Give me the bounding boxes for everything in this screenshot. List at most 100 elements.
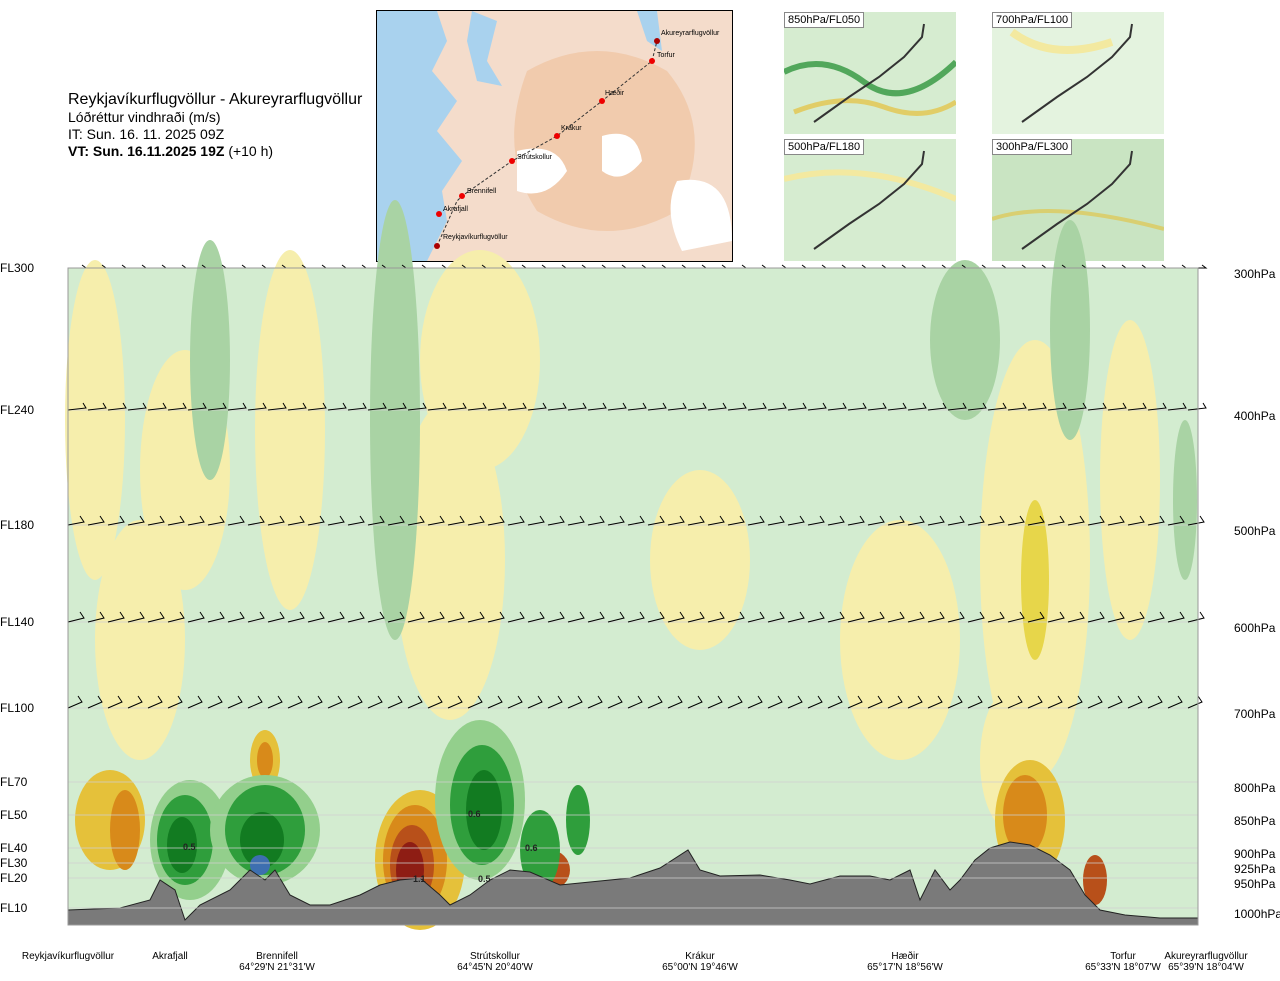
w-contour bbox=[110, 790, 140, 870]
wind-barb bbox=[187, 402, 207, 411]
wind-barb bbox=[787, 695, 803, 709]
wind-barb bbox=[287, 515, 305, 526]
wind-barb bbox=[1147, 515, 1165, 526]
wind-barb bbox=[907, 402, 927, 411]
wind-barb bbox=[267, 515, 285, 526]
wind-barb bbox=[867, 515, 885, 526]
wind-barb bbox=[147, 515, 165, 526]
wind-barb bbox=[687, 402, 707, 411]
mini-map-500: 500hPa/FL180 bbox=[784, 139, 956, 261]
wind-barb bbox=[1027, 402, 1047, 411]
wind-barb bbox=[827, 695, 843, 709]
contour-label: 0.5 bbox=[478, 874, 491, 884]
wind-barb bbox=[167, 515, 185, 526]
w-contour bbox=[840, 520, 960, 760]
wind-barb bbox=[127, 402, 147, 411]
wind-barb bbox=[847, 695, 863, 709]
wind-barb bbox=[1027, 695, 1043, 709]
wind-barb bbox=[107, 515, 125, 526]
wind-barb bbox=[1047, 515, 1065, 526]
wind-barb bbox=[367, 695, 383, 709]
mini-map-label: 850hPa/FL050 bbox=[784, 12, 865, 28]
wind-barb bbox=[547, 611, 565, 623]
wind-barb bbox=[1107, 515, 1125, 526]
wind-barb bbox=[747, 611, 765, 623]
wind-barb bbox=[1007, 515, 1025, 526]
map-label: Akureyrarflugvöllur bbox=[661, 30, 720, 37]
wind-barb bbox=[427, 695, 443, 709]
wind-barb bbox=[207, 611, 225, 623]
w-contour bbox=[650, 470, 750, 650]
wind-barb bbox=[1027, 611, 1045, 623]
map-label: Brennifell bbox=[467, 188, 497, 195]
wind-barb bbox=[267, 695, 283, 709]
wind-barb bbox=[507, 515, 525, 526]
contour-label: 0.5 bbox=[183, 842, 196, 852]
flight-level-label: FL70 bbox=[0, 775, 28, 789]
wind-barb bbox=[647, 402, 667, 411]
wind-barb bbox=[727, 695, 743, 709]
wind-barb bbox=[287, 695, 303, 709]
issue-time: IT: Sun. 16. 11. 2025 09Z bbox=[68, 126, 225, 142]
wind-barb bbox=[527, 611, 545, 623]
w-contour bbox=[370, 200, 420, 640]
wind-barb bbox=[487, 515, 505, 526]
chart-variable: Lóðréttur vindhraði (m/s) bbox=[68, 109, 221, 125]
flight-level-label: FL10 bbox=[0, 901, 28, 915]
wind-barb bbox=[987, 695, 1003, 709]
wind-barb bbox=[207, 402, 227, 411]
wind-barb bbox=[287, 402, 307, 411]
wind-barb bbox=[887, 611, 905, 623]
pressure-level-label: 800hPa bbox=[1234, 781, 1276, 795]
wind-barb bbox=[947, 515, 965, 526]
wind-barb bbox=[227, 515, 245, 526]
wind-barb bbox=[647, 611, 665, 623]
w-contour bbox=[466, 770, 502, 850]
wind-barb bbox=[567, 695, 583, 709]
wind-barb bbox=[447, 611, 465, 623]
wind-barb bbox=[1127, 402, 1147, 411]
wind-barb bbox=[347, 695, 363, 709]
wind-barb bbox=[747, 695, 763, 709]
wind-barb bbox=[267, 611, 285, 623]
map-label: Torfur bbox=[657, 52, 676, 59]
wind-barb bbox=[1047, 695, 1063, 709]
chart-title: Reykjavíkurflugvöllur - Akureyrarflugvöl… bbox=[68, 91, 363, 108]
wind-barb bbox=[827, 611, 845, 623]
wind-barb bbox=[1127, 611, 1145, 623]
wind-barb bbox=[767, 402, 787, 411]
wind-barb bbox=[587, 402, 607, 411]
w-contour bbox=[930, 260, 1000, 420]
w-contour bbox=[1083, 855, 1107, 905]
mini-map-850: 850hPa/FL050 bbox=[784, 12, 956, 134]
wind-barb bbox=[507, 402, 527, 411]
plot-frame bbox=[67, 267, 1199, 926]
wind-barb bbox=[627, 611, 645, 623]
wind-barb bbox=[547, 402, 567, 411]
wind-barb bbox=[1147, 695, 1163, 709]
wind-barb bbox=[887, 515, 905, 526]
wind-barb bbox=[987, 611, 1005, 623]
pressure-level-label: 1000hPa bbox=[1234, 907, 1280, 921]
wind-barb bbox=[787, 402, 807, 411]
wind-barb bbox=[487, 611, 505, 623]
w-contour bbox=[250, 855, 270, 875]
wind-barb bbox=[387, 611, 405, 623]
route-map-svg: Akureyrarflugvöllur Torfur Hæðir Krákur … bbox=[377, 11, 732, 261]
flight-level-label: FL40 bbox=[0, 841, 28, 855]
wind-barb bbox=[767, 611, 785, 623]
wind-barb bbox=[347, 515, 365, 526]
contour-label: 1.1 bbox=[413, 874, 426, 884]
chart-title-block: Reykjavíkurflugvöllur - Akureyrarflugvöl… bbox=[68, 90, 362, 160]
wind-barb bbox=[667, 695, 683, 709]
wind-barb bbox=[87, 402, 107, 411]
wind-barb bbox=[987, 515, 1005, 526]
wind-barb bbox=[667, 611, 685, 623]
wind-barb bbox=[427, 402, 447, 411]
map-label: Akrafjall bbox=[443, 206, 468, 213]
wind-barb bbox=[1147, 402, 1167, 411]
wind-barb bbox=[867, 611, 885, 623]
wind-barb bbox=[307, 402, 327, 411]
wind-barb bbox=[647, 695, 663, 709]
